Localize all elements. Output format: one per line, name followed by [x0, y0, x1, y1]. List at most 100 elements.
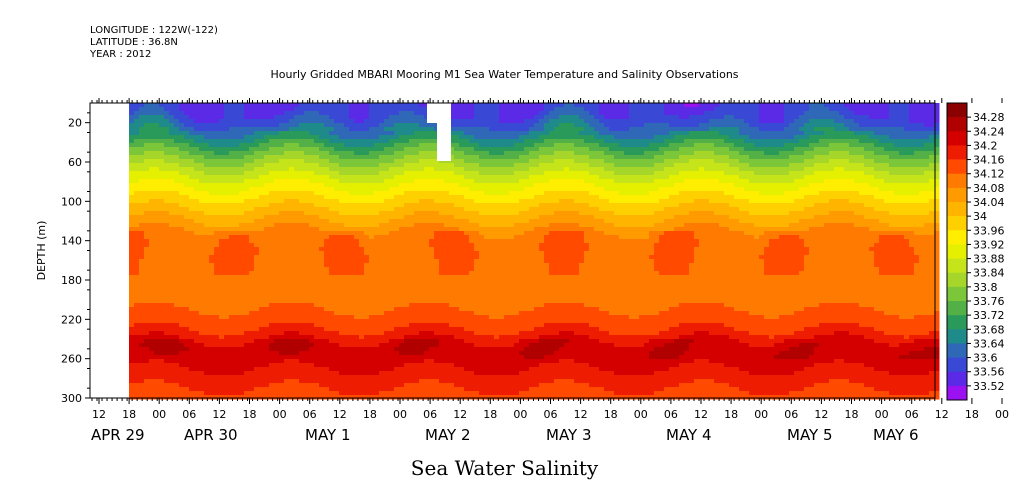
heatmap-cell: [394, 203, 400, 208]
heatmap-cell: [419, 327, 425, 332]
heatmap-cell: [404, 383, 410, 388]
heatmap-cell: [374, 167, 380, 172]
heatmap-cell: [159, 363, 165, 368]
heatmap-cell: [379, 291, 385, 296]
heatmap-cell: [249, 383, 255, 388]
heatmap-cell: [389, 127, 395, 132]
heatmap-cell: [374, 379, 380, 384]
heatmap-cell: [184, 123, 190, 128]
heatmap-cell: [304, 115, 310, 120]
heatmap-cell: [259, 331, 265, 336]
heatmap-cell: [264, 187, 270, 192]
heatmap-cell: [349, 235, 355, 240]
heatmap-cell: [164, 235, 170, 240]
heatmap-cell: [309, 111, 315, 116]
heatmap-cell: [439, 303, 445, 308]
heatmap-cell: [449, 323, 455, 328]
heatmap-cell: [329, 159, 335, 164]
heatmap-cell: [164, 255, 170, 260]
heatmap-cell: [164, 291, 170, 296]
heatmap-cell: [129, 147, 135, 152]
heatmap-cell: [229, 127, 235, 132]
heatmap-cell: [384, 211, 390, 216]
heatmap-cell: [384, 387, 390, 392]
heatmap-cell: [414, 395, 420, 400]
heatmap-cell: [409, 275, 415, 280]
heatmap-cell: [349, 247, 355, 252]
heatmap-cell: [319, 375, 325, 380]
heatmap-cell: [319, 203, 325, 208]
heatmap-cell: [164, 147, 170, 152]
heatmap-cell: [439, 379, 445, 384]
heatmap-cell: [374, 335, 380, 340]
heatmap-cell: [179, 215, 185, 220]
heatmap-cell: [404, 283, 410, 288]
heatmap-cell: [329, 379, 335, 384]
heatmap-cell: [399, 283, 405, 288]
heatmap-cell: [324, 279, 330, 284]
heatmap-cell: [364, 151, 370, 156]
heatmap-cell: [254, 391, 260, 396]
heatmap-cell: [339, 343, 345, 348]
heatmap-cell: [449, 375, 455, 380]
heatmap-cell: [254, 191, 260, 196]
heatmap-cell: [384, 107, 390, 112]
heatmap-cell: [284, 119, 290, 124]
heatmap-cell: [199, 243, 205, 248]
heatmap-cell: [324, 207, 330, 212]
heatmap-cell: [299, 347, 305, 352]
heatmap-cell: [299, 207, 305, 212]
heatmap-cell: [349, 211, 355, 216]
heatmap-cell: [224, 155, 230, 160]
heatmap-cell: [389, 367, 395, 372]
heatmap-cell: [174, 327, 180, 332]
heatmap-cell: [134, 287, 140, 292]
heatmap-cell: [384, 383, 390, 388]
heatmap-cell: [454, 195, 460, 200]
heatmap-cell: [289, 255, 295, 260]
heatmap-cell: [244, 123, 250, 128]
heatmap-cell: [314, 371, 320, 376]
heatmap-cell: [209, 303, 215, 308]
heatmap-cell: [384, 375, 390, 380]
heatmap-cell: [444, 287, 450, 292]
heatmap-cell: [339, 283, 345, 288]
heatmap-cell: [344, 311, 350, 316]
heatmap-cell: [244, 111, 250, 116]
heatmap-cell: [319, 211, 325, 216]
heatmap-cell: [169, 119, 175, 124]
heatmap-cell: [439, 279, 445, 284]
heatmap-cell: [449, 351, 455, 356]
heatmap-cell: [179, 219, 185, 224]
heatmap-cell: [234, 363, 240, 368]
heatmap-cell: [379, 383, 385, 388]
heatmap-cell: [194, 211, 200, 216]
heatmap-cell: [379, 287, 385, 292]
heatmap-cell: [454, 135, 460, 140]
heatmap-cell: [459, 163, 465, 168]
heatmap-cell: [349, 131, 355, 136]
heatmap-cell: [199, 199, 205, 204]
heatmap-cell: [444, 363, 450, 368]
heatmap-cell: [219, 263, 225, 268]
heatmap-cell: [174, 367, 180, 372]
heatmap-cell: [239, 159, 245, 164]
heatmap-cell: [384, 243, 390, 248]
heatmap-cell: [379, 191, 385, 196]
heatmap-cell: [239, 147, 245, 152]
heatmap-cell: [279, 199, 285, 204]
heatmap-cell: [314, 191, 320, 196]
heatmap-cell: [169, 327, 175, 332]
heatmap-cell: [269, 387, 275, 392]
heatmap-cell: [299, 191, 305, 196]
heatmap-cell: [134, 351, 140, 356]
heatmap-cell: [309, 139, 315, 144]
heatmap-cell: [339, 183, 345, 188]
heatmap-cell: [289, 131, 295, 136]
heatmap-cell: [134, 299, 140, 304]
heatmap-cell: [409, 215, 415, 220]
heatmap-cell: [229, 275, 235, 280]
heatmap-cell: [449, 147, 455, 152]
heatmap-cell: [334, 319, 340, 324]
heatmap-cell: [329, 115, 335, 120]
